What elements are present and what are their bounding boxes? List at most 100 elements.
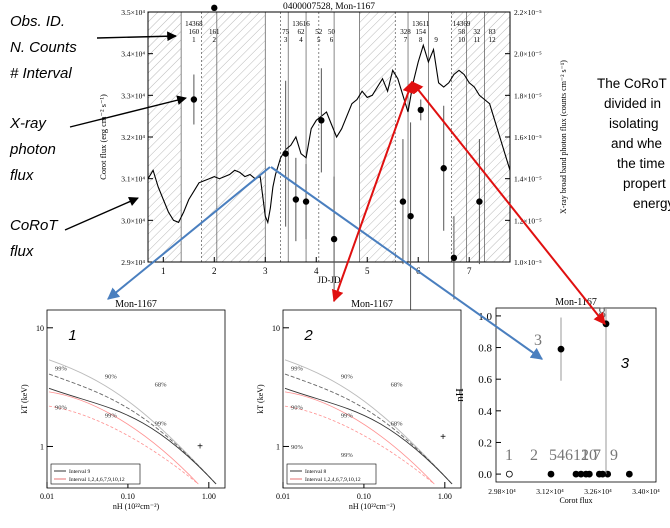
p2-contour-2 [284, 373, 453, 485]
p3-point-label-4: 4 [557, 447, 565, 464]
interval-label-4-3: 4 [299, 36, 303, 44]
p3-xtick-label-4: 3.40×10⁴ [632, 487, 660, 496]
main-y2label: X-ray broad band photon flux (counts cm⁻… [559, 60, 568, 214]
main-ylabel: Corot flux (erg cm⁻² s⁻¹) [98, 94, 108, 180]
annotation-obs-id: Obs. ID. [10, 13, 65, 30]
p3-ytick-label-1: 0.0 [478, 469, 492, 481]
p1-contour-label-5: 99% [105, 413, 118, 420]
p1-contour-2 [48, 373, 217, 485]
annotation-xray-2: photon [9, 141, 56, 158]
p2-ytick-label-2: 10 [272, 324, 280, 333]
main-xlabel: JD-JD [317, 275, 341, 285]
p2-best-fit-marker: + [440, 432, 446, 443]
p2-ylabel: kT (keV) [256, 384, 265, 414]
p3-point-label-10: 3 [534, 332, 542, 349]
interval-label-3-3: 3 [284, 36, 288, 44]
p3-xtick-label-1: 2.98×10⁴ [488, 487, 516, 496]
p2-contour-red-1 [284, 391, 435, 485]
p3-point-label-1: 1 [505, 447, 513, 464]
hatched-region-2 [201, 12, 266, 262]
p2-xtick-label-1: 0.01 [276, 492, 290, 501]
p1-contour-label-1: 99% [55, 366, 68, 373]
main-xtick-label-2: 2 [212, 266, 217, 276]
hatched-region-3 [359, 12, 396, 262]
p1-contour-label-3: 68% [155, 382, 168, 389]
interval-label-12-2: 83 [489, 28, 497, 36]
p1-contour-label-4: 90% [55, 405, 68, 412]
xray-point-10 [417, 106, 424, 114]
main-y2tick-label-7: 2.2×10⁻⁵ [514, 8, 542, 17]
main-y2-ticks: 1.0×10⁻⁵ 1.2×10⁻⁵ 1.4×10⁻⁵ 1.6×10⁻⁵ 1.8×10⁻⁵… [283, 2, 568, 267]
interval-label-4-1: 13616 [292, 20, 310, 28]
p2-xtick-label-2: 0.10 [357, 492, 371, 501]
p2-contour-label-3: 68% [391, 382, 404, 389]
main-ytick-label-3: 3.1×10⁴ [121, 175, 145, 184]
p1-contour-label-6: 99% [155, 421, 168, 428]
p2-ytick-label-1: 1 [276, 442, 280, 451]
xray-point-6 [318, 117, 325, 124]
p2-legend-text-1: Interval 8 [305, 469, 326, 475]
interval-label-8-3: 8 [419, 36, 423, 44]
caption-line-3: isolating [609, 116, 659, 131]
main-xtick-label-4: 4 [314, 266, 319, 276]
main-y2tick-label-3: 1.4×10⁻⁵ [514, 175, 542, 184]
xray-point-5 [302, 198, 310, 205]
interval-label-10-1: 14369 [453, 20, 471, 28]
p2-contour-red-2 [284, 405, 435, 485]
p3-point-label-6: 12 [573, 447, 589, 464]
xray-point-1 [190, 96, 198, 103]
arrow-corot-flux [64, 197, 139, 231]
p3-point-9 [625, 470, 633, 478]
p2-contour-label-7: 90% [291, 444, 304, 451]
caption-line-2: divided in [604, 96, 661, 111]
main-title: 0400007528, Mon-1167 [283, 2, 375, 12]
main-ytick-label-1: 2.9×10⁴ [121, 258, 145, 267]
arrow-red-2 [411, 81, 606, 325]
xray-point-7 [330, 235, 338, 243]
xray-point-11 [440, 165, 447, 172]
p2-contour-label-5: 99% [341, 413, 354, 420]
main-y-ticks: 2.9×10⁴ 3.0×10⁴ 3.1×10⁴ 3.2×10⁴ 3.3×10⁴ 3.4×1… [98, 8, 153, 267]
p1-ytick-label-1: 1 [40, 442, 44, 451]
p3-point-label-3: 5 [549, 447, 557, 464]
p1-xtick-label-3: 1.00 [202, 492, 216, 501]
p1-xlabel: nH (10²²cm⁻²) [113, 502, 160, 511]
p3-ytick-label-6: 1.0 [478, 311, 492, 323]
xray-point-3 [282, 150, 289, 157]
main-ytick-label-6: 3.4×10⁴ [121, 50, 145, 59]
caption-line-4: and whe [611, 136, 662, 151]
annotation-interval: # Interval [10, 65, 72, 82]
interval-label-2-3: 2 [213, 36, 217, 44]
p2-contour-label-6: 68% [391, 421, 404, 428]
main-ytick-label-7: 3.5×10⁴ [121, 8, 145, 17]
p1-legend-text-2: Interval 1,2,4,6,7,9,10,12 [69, 477, 125, 483]
main-xtick-label-3: 3 [263, 266, 268, 276]
p1-ylabel: kT (keV) [20, 384, 29, 414]
interval-label-7-2: 328 [400, 28, 411, 36]
annotation-xray-1: X-ray [9, 115, 47, 132]
interval-label-2-2: 161 [209, 28, 220, 36]
interval-label-10-3: 10 [458, 36, 466, 44]
arrow-blue-1 [107, 166, 271, 300]
annotation-xray-3: flux [10, 167, 34, 184]
main-ytick-label-5: 3.3×10⁴ [121, 91, 145, 100]
p2-number: 2 [303, 327, 313, 344]
main-y2tick-label-6: 2.0×10⁻⁵ [514, 50, 542, 59]
interval-label-12-3: 12 [489, 36, 497, 44]
p1-xtick-label-1: 0.01 [40, 492, 54, 501]
p2-contour-label-2: 90% [341, 374, 354, 381]
p2-contour-label-8: 99% [341, 452, 354, 459]
p2-contour-3 [284, 387, 453, 485]
arrow-obs-id [96, 31, 177, 42]
interval-label-11-3: 11 [473, 36, 480, 44]
p2-xlabel: nH (10²²cm⁻²) [349, 502, 396, 511]
interval-label-1-3: 1 [192, 36, 196, 44]
p1-best-fit-marker: + [197, 441, 203, 452]
p2-contour-label-1: 99% [291, 366, 304, 373]
p1-contour-3 [48, 387, 217, 485]
p3-point-label-7: 10 [581, 447, 597, 464]
p3-ytick-label-2: 0.2 [478, 437, 492, 449]
caption-line-5: the time [617, 156, 665, 171]
